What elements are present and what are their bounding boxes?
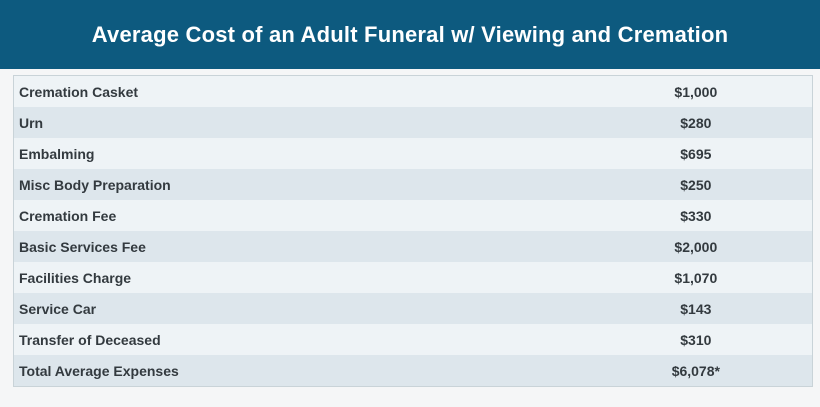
row-value: $143: [585, 293, 812, 324]
table-row: Urn $280: [14, 107, 812, 138]
table-row: Cremation Casket $1,000: [14, 76, 812, 107]
row-value: $1,000: [585, 76, 812, 107]
row-label: Cremation Casket: [14, 76, 586, 107]
row-label: Embalming: [14, 138, 586, 169]
row-label: Facilities Charge: [14, 262, 586, 293]
row-label: Service Car: [14, 293, 586, 324]
page-title: Average Cost of an Adult Funeral w/ View…: [91, 21, 729, 47]
table-row: Facilities Charge $1,070: [14, 262, 812, 293]
row-label: Misc Body Preparation: [14, 169, 586, 200]
table-row: Service Car $143: [14, 293, 812, 324]
row-label: Transfer of Deceased: [14, 324, 586, 355]
row-value: $310: [585, 324, 812, 355]
row-label: Urn: [14, 107, 586, 138]
table-row-total: Total Average Expenses $6,078*: [14, 355, 812, 386]
table-row: Misc Body Preparation $250: [14, 169, 812, 200]
table-row: Embalming $695: [14, 138, 812, 169]
cost-table-container: Cremation Casket $1,000 Urn $280 Embalmi…: [13, 75, 813, 387]
table-row: Cremation Fee $330: [14, 200, 812, 231]
row-value: $280: [585, 107, 812, 138]
table-row: Basic Services Fee $2,000: [14, 231, 812, 262]
total-value: $6,078*: [585, 355, 812, 386]
row-value: $330: [585, 200, 812, 231]
row-value: $250: [585, 169, 812, 200]
header-banner: Average Cost of an Adult Funeral w/ View…: [0, 0, 820, 69]
row-value: $1,070: [585, 262, 812, 293]
total-label: Total Average Expenses: [14, 355, 586, 386]
row-label: Cremation Fee: [14, 200, 586, 231]
row-label: Basic Services Fee: [14, 231, 586, 262]
cost-table: Cremation Casket $1,000 Urn $280 Embalmi…: [14, 76, 812, 386]
row-value: $695: [585, 138, 812, 169]
table-row: Transfer of Deceased $310: [14, 324, 812, 355]
row-value: $2,000: [585, 231, 812, 262]
